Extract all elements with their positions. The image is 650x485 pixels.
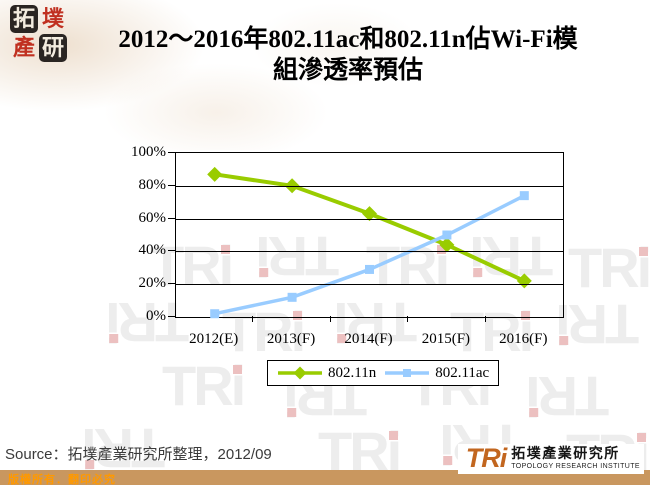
x-axis-tick-label: 2013(F): [266, 331, 316, 347]
data-point-marker: [516, 273, 532, 289]
gridline: [176, 284, 563, 286]
x-axis-tick-label: 2014(F): [344, 331, 393, 347]
tri-watermark: TRi: [222, 300, 306, 363]
data-point-marker: [293, 366, 307, 380]
x-axis-tick-mark: [407, 316, 409, 322]
page-title: 2012～2016年802.11ac和802.11n佔Wi-Fi模 組滲透率預估: [72, 24, 624, 86]
watermark-dot: [221, 245, 231, 254]
gridline: [176, 251, 563, 253]
x-axis-tick-mark: [484, 316, 486, 322]
legend-swatch: [385, 369, 430, 377]
series-plot-svg: [207, 166, 532, 319]
gridline: [176, 185, 563, 187]
title-line-2: 組滲透率預估: [272, 57, 423, 84]
data-point-marker: [287, 292, 297, 302]
data-point-marker: [365, 264, 374, 274]
tri-watermark: TRi: [568, 236, 650, 299]
tri-logo-names: 拓墣產業研究所 TOPOLOGY RESEARCH INSTITUTE: [511, 447, 640, 471]
y-axis-tick-label: 60%: [138, 209, 167, 226]
data-point-marker: [442, 230, 452, 240]
tri-logo-chinese-name: 拓墣產業研究所: [511, 446, 620, 462]
tri-watermark: TRi: [162, 354, 246, 417]
y-axis-tick-label: 0%: [146, 308, 166, 324]
legend-item: 802.11ac: [384, 365, 489, 382]
source-note: Source：拓墣產業研究所整理，2012/09: [5, 446, 272, 463]
x-axis-tick-label: 2015(F): [421, 331, 471, 347]
data-point-marker: [439, 237, 455, 253]
y-axis-tick-label: 80%: [138, 176, 167, 193]
seal-character: 研: [39, 34, 67, 62]
y-axis-tick-mark: [168, 152, 175, 153]
legend-item: 802.11n: [277, 365, 376, 382]
gridline: [176, 218, 563, 220]
watermark-dot: [233, 365, 243, 374]
tri-watermark: TRi: [450, 300, 534, 363]
legend-label: 802.11n: [328, 364, 377, 381]
tri-logo: TRi 拓墣產業研究所 TOPOLOGY RESEARCH INSTITUTE: [457, 443, 644, 474]
x-axis-tick-mark: [329, 316, 331, 322]
y-axis-tick-mark: [168, 184, 175, 186]
seal-character: 墣: [41, 6, 64, 31]
tri-watermark: TRi: [150, 234, 234, 297]
tri-logo-wordmark: TRi: [465, 443, 507, 473]
watermark-dot: [521, 311, 531, 320]
title-line-1: 2012～2016年802.11ac和802.11n佔Wi-Fi模: [118, 26, 578, 53]
y-axis-tick-label: 40%: [138, 242, 167, 259]
map-texture-background: [0, 0, 480, 150]
y-axis-tick-mark: [168, 316, 175, 317]
y-axis-tick-label: 20%: [138, 275, 167, 292]
series-line-802.11n: [214, 172, 526, 283]
seal-character: 拓: [10, 5, 38, 33]
chart-legend: 802.11n 802.11ac: [267, 360, 500, 386]
data-point-marker: [403, 369, 412, 377]
watermark-dot: [437, 245, 447, 254]
y-axis-tick-label: 100%: [131, 144, 166, 160]
watermark-dot: [389, 431, 399, 440]
tri-seal-logo: 拓墣產研: [10, 5, 67, 62]
y-axis-tick-mark: [168, 250, 175, 252]
x-axis-tick-mark: [252, 316, 254, 322]
y-axis-tick-mark: [168, 283, 175, 285]
x-axis-tick-label: 2012(E): [189, 331, 239, 347]
seal-character: 產: [12, 35, 35, 60]
legend-label: 802.11ac: [435, 364, 490, 381]
data-point-marker: [362, 206, 377, 222]
data-point-marker: [207, 166, 223, 182]
x-axis-tick-label: 2016(F): [499, 331, 548, 347]
legend-swatch: [278, 366, 322, 380]
plot-area: [175, 152, 564, 319]
tri-logo-english-name: TOPOLOGY RESEARCH INSTITUTE: [511, 462, 640, 470]
data-point-marker: [210, 309, 220, 319]
watermark-dot: [637, 433, 647, 442]
watermark-dot: [639, 247, 649, 256]
y-axis-tick-mark: [168, 217, 175, 219]
watermark-dot: [293, 311, 303, 320]
data-point-marker: [519, 191, 529, 201]
copyright-text: 版權所有．翻印必究: [8, 474, 116, 485]
